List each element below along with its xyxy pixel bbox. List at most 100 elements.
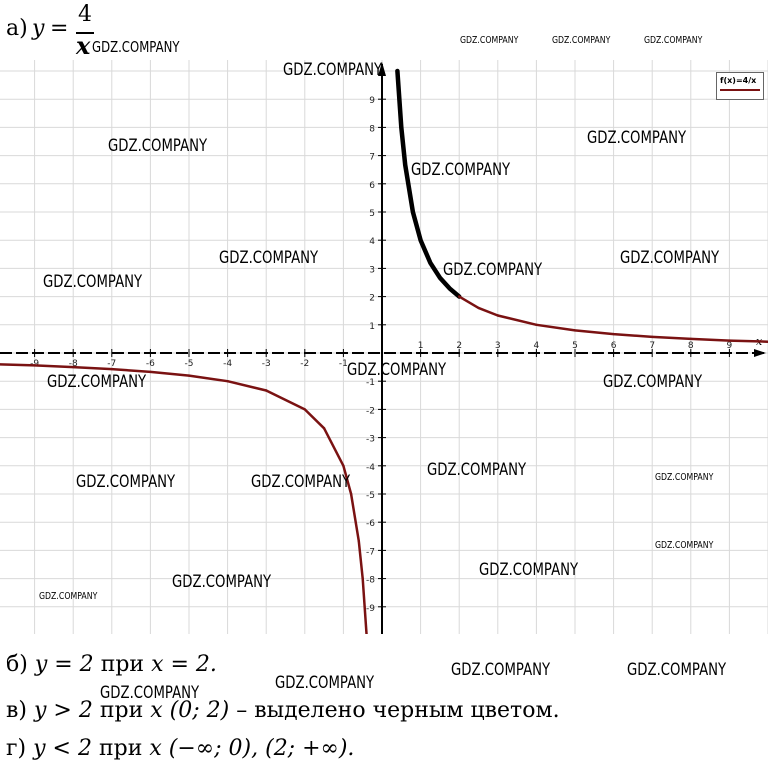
answer-b-word: при — [100, 652, 145, 677]
fraction-numerator: 4 — [78, 2, 92, 27]
y-tick-label: -8 — [366, 576, 375, 586]
data-point — [651, 335, 654, 339]
y-tick-label: 2 — [369, 294, 375, 304]
answer-d-prefix: г) — [6, 736, 27, 761]
watermark: GDZ.COMPANY — [172, 572, 272, 592]
y-tick-label: 4 — [369, 237, 375, 247]
x-tick-label: -5 — [185, 359, 194, 369]
series-line — [457, 295, 768, 343]
watermark: GDZ.COMPANY — [92, 38, 180, 56]
data-point — [438, 275, 442, 280]
tick-labels: -9 -8 -7 -6 -5 -4 -3 -2 -1 1 2 3 4 5 6 7 8 9 9 8 7 6 5 4 3 2 1 -1 -2… — [30, 96, 732, 614]
data-point — [361, 577, 364, 580]
watermark: GDZ.COMPANY — [655, 540, 714, 551]
x-tick-label: 4 — [534, 341, 540, 351]
answer-c-expr: y > 2 — [33, 698, 93, 723]
data-point — [395, 69, 400, 73]
y-tick-label: -5 — [366, 491, 375, 501]
watermark: GDZ.COMPANY — [655, 472, 714, 483]
x-tick-label: 1 — [418, 341, 424, 351]
data-point — [477, 306, 480, 310]
watermark: GDZ.COMPANY — [108, 136, 208, 156]
data-point — [357, 539, 360, 543]
data-point — [322, 427, 326, 430]
data-point — [149, 370, 152, 374]
x-tick-label: -3 — [262, 359, 271, 369]
x-tick-label: 3 — [495, 341, 501, 351]
data-point — [265, 389, 268, 392]
data-point — [411, 210, 415, 214]
data-point — [689, 337, 692, 341]
legend-label: f(x)=4/x — [720, 76, 757, 85]
x-tick-label: 5 — [572, 341, 578, 351]
x-axis-arrow — [754, 349, 766, 357]
data-point — [187, 374, 191, 377]
x-tick-label: -8 — [69, 359, 78, 369]
equals-sign: = — [50, 16, 69, 41]
data-point — [399, 125, 404, 130]
watermark: GDZ.COMPANY — [443, 260, 543, 280]
y-tick-label: 1 — [369, 322, 375, 332]
answer-d-cond: x (−∞; 0), (2; +∞). — [149, 736, 355, 761]
answer-c-word: при — [99, 698, 144, 723]
item-prefix: а) — [6, 16, 28, 41]
answer-d-expr: y < 2 — [33, 736, 92, 761]
watermark: GDZ.COMPANY — [451, 660, 551, 680]
y-tick-label: 3 — [369, 265, 375, 275]
watermark: GDZ.COMPANY — [43, 272, 143, 292]
watermark: GDZ.COMPANY — [347, 360, 447, 380]
answer-b-cond: x = 2. — [151, 652, 217, 677]
grid — [0, 60, 768, 634]
x-tick-label: -9 — [30, 359, 39, 369]
watermark: GDZ.COMPANY — [644, 35, 703, 46]
fraction-denominator: x — [76, 31, 91, 60]
y-tick-label: -1 — [366, 378, 375, 388]
x-tick-label: 2 — [456, 341, 462, 351]
y-variable: y — [32, 16, 45, 41]
answer-d-word: при — [98, 736, 143, 761]
data-point — [226, 380, 229, 383]
data-point — [428, 261, 433, 265]
watermark: GDZ.COMPANY — [39, 591, 98, 602]
graph-series — [0, 68, 768, 634]
watermark: GDZ.COMPANY — [100, 683, 200, 703]
x-tick-label: -1 — [339, 359, 348, 369]
answer-b-expr: y = 2 — [34, 652, 94, 677]
x-tick-label: 7 — [649, 341, 655, 351]
y-tick-label: 6 — [369, 181, 375, 191]
x-tick-label: 8 — [688, 341, 694, 351]
y-tick-label: 8 — [369, 124, 375, 134]
data-point — [535, 323, 538, 326]
x-tick-label: -2 — [300, 359, 309, 369]
watermark: GDZ.COMPANY — [603, 372, 703, 392]
legend-line-swatch — [720, 89, 760, 91]
y-axis-arrow — [378, 62, 386, 76]
watermark: GDZ.COMPANY — [460, 35, 519, 46]
watermark: GDZ.COMPANY — [427, 460, 527, 480]
x-tick-label: 9 — [727, 341, 733, 351]
y-tick-label: 5 — [369, 209, 375, 219]
fraction-bar — [76, 32, 94, 34]
data-point — [447, 286, 452, 291]
data-point — [573, 329, 577, 332]
watermark: GDZ.COMPANY — [587, 128, 687, 148]
data-point — [33, 364, 36, 367]
data-point — [728, 339, 731, 342]
watermark: GDZ.COMPANY — [552, 35, 611, 46]
y-tick-label: 7 — [369, 153, 375, 163]
data-point — [612, 332, 615, 336]
answer-b: б) y = 2 при x = 2. — [6, 652, 217, 677]
data-point — [342, 464, 345, 467]
data-point — [403, 163, 408, 167]
x-tick-label: 6 — [611, 341, 617, 351]
watermark: GDZ.COMPANY — [620, 248, 720, 268]
y-tick-label: -6 — [366, 519, 375, 529]
x-tick-label: -7 — [107, 359, 116, 369]
watermark: GDZ.COMPANY — [411, 160, 511, 180]
answer-c-cond: x (0; 2) — [150, 698, 230, 723]
watermark: GDZ.COMPANY — [275, 673, 375, 693]
answer-c-note: – выделено черным цветом. — [236, 698, 560, 723]
data-point — [72, 365, 75, 369]
y-tick-label: -3 — [366, 435, 375, 445]
x-tick-label: -4 — [223, 359, 232, 369]
